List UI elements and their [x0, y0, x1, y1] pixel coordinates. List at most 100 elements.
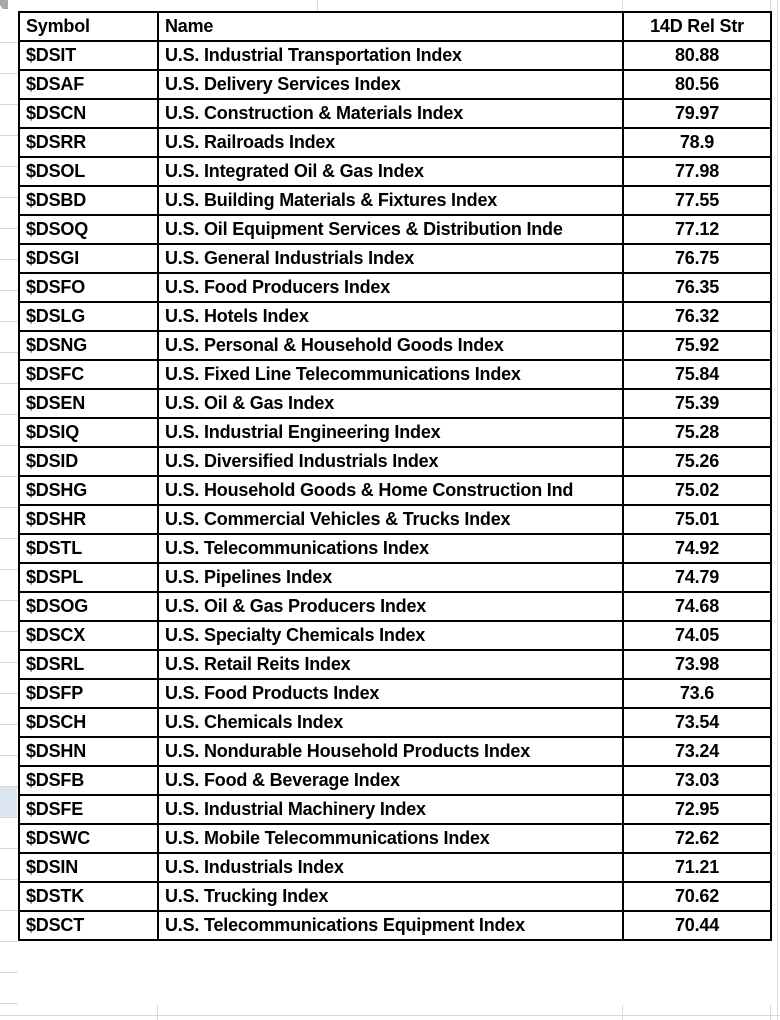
cell-name[interactable]: U.S. Industrials Index [157, 852, 624, 883]
cell-symbol[interactable]: $DSFC [18, 359, 159, 390]
cell-rel_str[interactable]: 74.92 [622, 533, 772, 564]
cell-name[interactable]: U.S. Mobile Telecommunications Index [157, 823, 624, 854]
cell-name[interactable]: U.S. Construction & Materials Index [157, 98, 624, 129]
cell-rel_str[interactable]: 75.26 [622, 446, 772, 477]
cell-symbol[interactable]: $DSIQ [18, 417, 159, 448]
cell-rel_str[interactable]: 74.68 [622, 591, 772, 622]
cell-rel_str[interactable]: 79.97 [622, 98, 772, 129]
cell-rel_str[interactable]: 75.84 [622, 359, 772, 390]
cell-name[interactable]: U.S. Oil & Gas Producers Index [157, 591, 624, 622]
cell-symbol[interactable]: $DSIN [18, 852, 159, 883]
cell-name[interactable]: U.S. Household Goods & Home Construction… [157, 475, 624, 506]
cell-rel_str[interactable]: 76.32 [622, 301, 772, 332]
cell-rel_str[interactable]: 75.02 [622, 475, 772, 506]
cell-rel_str[interactable]: 74.05 [622, 620, 772, 651]
cell-rel_str[interactable]: 71.21 [622, 852, 772, 883]
cell-symbol[interactable]: $DSCH [18, 707, 159, 738]
cell-rel_str[interactable]: 75.01 [622, 504, 772, 535]
cell-rel_str[interactable]: 77.55 [622, 185, 772, 216]
cell-symbol[interactable]: $DSTK [18, 881, 159, 912]
cell-rel_str[interactable]: 76.75 [622, 243, 772, 274]
header-symbol[interactable]: Symbol [18, 11, 159, 42]
cell-name[interactable]: U.S. Industrial Machinery Index [157, 794, 624, 825]
cell-rel_str[interactable]: 70.62 [622, 881, 772, 912]
cell-symbol[interactable]: $DSLG [18, 301, 159, 332]
cell-rel_str[interactable]: 73.98 [622, 649, 772, 680]
cell-symbol[interactable]: $DSCN [18, 98, 159, 129]
cell-name[interactable]: U.S. Industrial Transportation Index [157, 40, 624, 71]
cell-rel_str[interactable]: 78.9 [622, 127, 772, 158]
cell-name[interactable]: U.S. Oil Equipment Services & Distributi… [157, 214, 624, 245]
cell-rel_str[interactable]: 73.6 [622, 678, 772, 709]
cell-name[interactable]: U.S. Personal & Household Goods Index [157, 330, 624, 361]
cell-symbol[interactable]: $DSOQ [18, 214, 159, 245]
cell-symbol[interactable]: $DSNG [18, 330, 159, 361]
cell-rel_str[interactable]: 73.54 [622, 707, 772, 738]
gridline-bottom-3 [770, 1005, 771, 1020]
header-name[interactable]: Name [157, 11, 624, 42]
cell-symbol[interactable]: $DSBD [18, 185, 159, 216]
cell-symbol[interactable]: $DSFB [18, 765, 159, 796]
cell-symbol[interactable]: $DSID [18, 446, 159, 477]
cell-symbol[interactable]: $DSEN [18, 388, 159, 419]
table-row: $DSRL U.S. Retail Reits Index 73.98 [18, 649, 772, 680]
cell-symbol[interactable]: $DSHG [18, 475, 159, 506]
cell-name[interactable]: U.S. Oil & Gas Index [157, 388, 624, 419]
cell-symbol[interactable]: $DSTL [18, 533, 159, 564]
cell-name[interactable]: U.S. Commercial Vehicles & Trucks Index [157, 504, 624, 535]
cell-name[interactable]: U.S. Integrated Oil & Gas Index [157, 156, 624, 187]
cell-name[interactable]: U.S. Telecommunications Index [157, 533, 624, 564]
cell-rel_str[interactable]: 77.98 [622, 156, 772, 187]
cell-rel_str[interactable]: 76.35 [622, 272, 772, 303]
cell-rel_str[interactable]: 72.95 [622, 794, 772, 825]
cell-symbol[interactable]: $DSRL [18, 649, 159, 680]
cell-rel_str[interactable]: 73.03 [622, 765, 772, 796]
table-row: $DSID U.S. Diversified Industrials Index 7… [18, 446, 772, 477]
cell-rel_str[interactable]: 80.88 [622, 40, 772, 71]
cell-symbol[interactable]: $DSFE [18, 794, 159, 825]
cell-symbol[interactable]: $DSCT [18, 910, 159, 941]
cell-rel_str[interactable]: 74.79 [622, 562, 772, 593]
cell-name[interactable]: U.S. Diversified Industrials Index [157, 446, 624, 477]
cell-rel_str[interactable]: 77.12 [622, 214, 772, 245]
cell-symbol[interactable]: $DSRR [18, 127, 159, 158]
cell-name[interactable]: U.S. Chemicals Index [157, 707, 624, 738]
cell-symbol[interactable]: $DSGI [18, 243, 159, 274]
cell-name[interactable]: U.S. Food Products Index [157, 678, 624, 709]
cell-name[interactable]: U.S. Food Producers Index [157, 272, 624, 303]
cell-name[interactable]: U.S. Building Materials & Fixtures Index [157, 185, 624, 216]
cell-rel_str[interactable]: 80.56 [622, 69, 772, 100]
cell-rel_str[interactable]: 72.62 [622, 823, 772, 854]
cell-symbol[interactable]: $DSFO [18, 272, 159, 303]
cell-symbol[interactable]: $DSWC [18, 823, 159, 854]
cell-symbol[interactable]: $DSFP [18, 678, 159, 709]
cell-name[interactable]: U.S. Delivery Services Index [157, 69, 624, 100]
cell-symbol[interactable]: $DSOL [18, 156, 159, 187]
cell-rel_str[interactable]: 75.39 [622, 388, 772, 419]
cell-name[interactable]: U.S. Railroads Index [157, 127, 624, 158]
cell-symbol[interactable]: $DSIT [18, 40, 159, 71]
cell-name[interactable]: U.S. Trucking Index [157, 881, 624, 912]
cell-name[interactable]: U.S. Industrial Engineering Index [157, 417, 624, 448]
cell-name[interactable]: U.S. Nondurable Household Products Index [157, 736, 624, 767]
header-rel-str[interactable]: 14D Rel Str [622, 11, 772, 42]
cell-name[interactable]: U.S. Hotels Index [157, 301, 624, 332]
cell-symbol[interactable]: $DSPL [18, 562, 159, 593]
cell-symbol[interactable]: $DSCX [18, 620, 159, 651]
cell-name[interactable]: U.S. General Industrials Index [157, 243, 624, 274]
cell-name[interactable]: U.S. Specialty Chemicals Index [157, 620, 624, 651]
gridline-top-3 [770, 0, 771, 11]
cell-rel_str[interactable]: 75.28 [622, 417, 772, 448]
cell-rel_str[interactable]: 73.24 [622, 736, 772, 767]
cell-rel_str[interactable]: 75.92 [622, 330, 772, 361]
cell-name[interactable]: U.S. Telecommunications Equipment Index [157, 910, 624, 941]
cell-symbol[interactable]: $DSOG [18, 591, 159, 622]
cell-name[interactable]: U.S. Retail Reits Index [157, 649, 624, 680]
cell-rel_str[interactable]: 70.44 [622, 910, 772, 941]
cell-symbol[interactable]: $DSHR [18, 504, 159, 535]
cell-name[interactable]: U.S. Food & Beverage Index [157, 765, 624, 796]
cell-name[interactable]: U.S. Pipelines Index [157, 562, 624, 593]
cell-symbol[interactable]: $DSHN [18, 736, 159, 767]
cell-name[interactable]: U.S. Fixed Line Telecommunications Index [157, 359, 624, 390]
cell-symbol[interactable]: $DSAF [18, 69, 159, 100]
